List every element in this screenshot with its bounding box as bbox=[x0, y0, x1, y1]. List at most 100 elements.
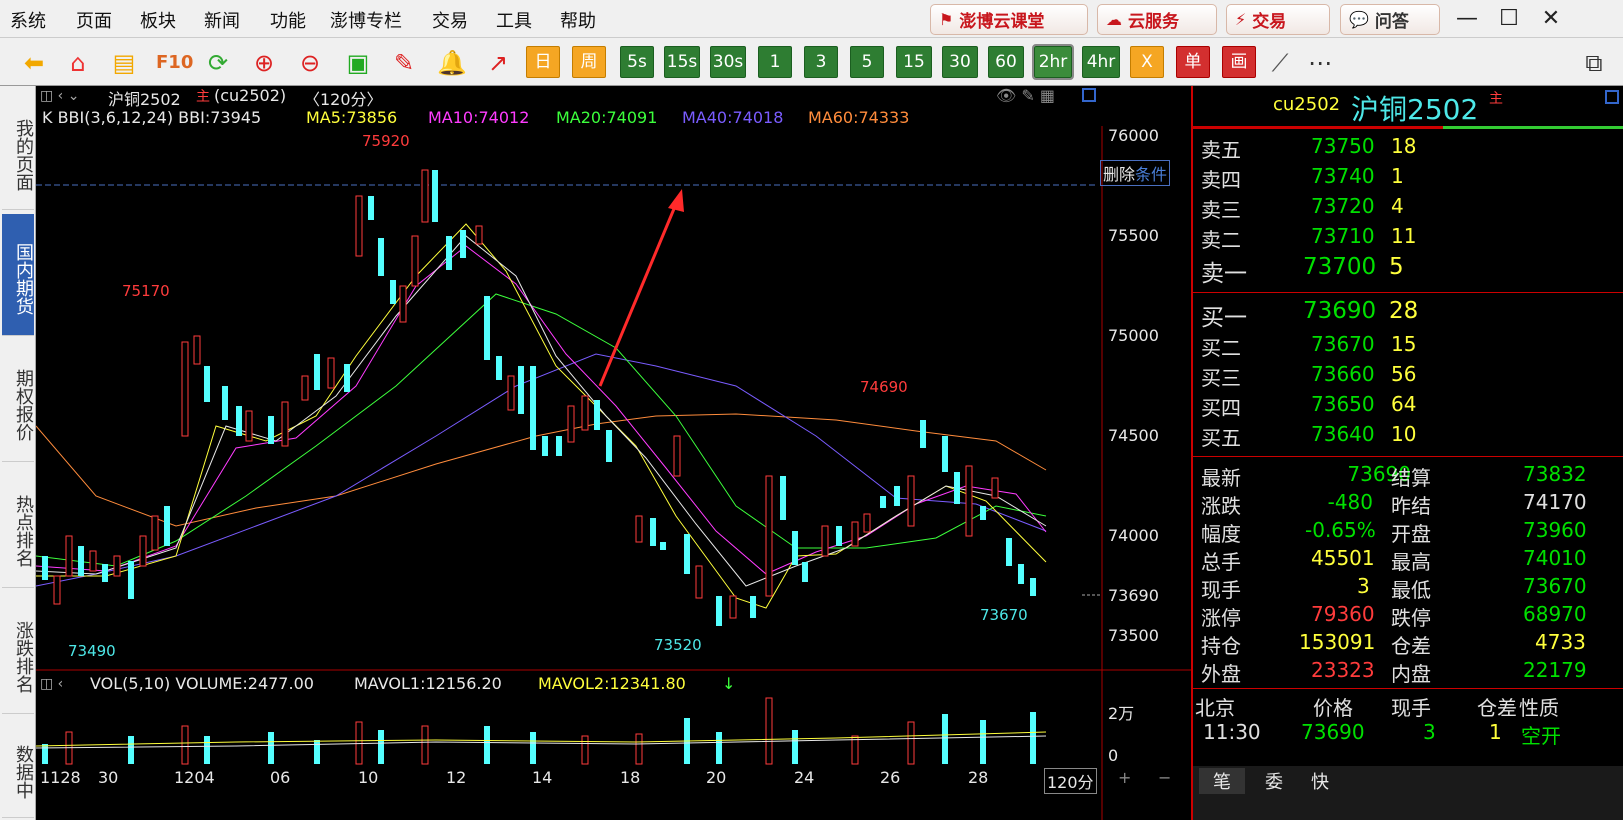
bid-row[interactable]: 买一 73690 28 bbox=[1201, 298, 1419, 331]
period-selector[interactable]: 120分 bbox=[1044, 768, 1097, 794]
bell-icon[interactable]: 🔔 bbox=[437, 49, 467, 77]
ask-row[interactable]: 卖四 73740 1 bbox=[1201, 164, 1404, 192]
period-day-button[interactable]: 日 bbox=[526, 46, 560, 78]
condition-label[interactable]: 删除条件 bbox=[1100, 160, 1171, 186]
condition-text[interactable]: 条件 bbox=[1135, 165, 1168, 184]
cloud-service-button[interactable]: ☁ 云服务 bbox=[1097, 4, 1217, 35]
low-annotation: 73490 bbox=[68, 642, 116, 660]
ask-row[interactable]: 卖三 73720 4 bbox=[1201, 194, 1404, 222]
menu-trade[interactable]: 交易 bbox=[432, 11, 468, 32]
chart-period[interactable]: 〈120分〉 bbox=[304, 90, 383, 109]
close-icon[interactable]: ✕ bbox=[1541, 6, 1561, 31]
back-arrow-icon[interactable]: ⬅ bbox=[23, 49, 45, 77]
candle bbox=[128, 561, 134, 599]
candle bbox=[530, 366, 536, 450]
period-3-button[interactable]: 3 bbox=[804, 46, 838, 78]
bid-row[interactable]: 买二 73670 15 bbox=[1201, 332, 1417, 360]
quote-settings-icon[interactable] bbox=[1605, 90, 1619, 104]
sidebar-item-my-page[interactable]: 我的页面 bbox=[2, 92, 34, 210]
cancel-order-button[interactable]: X bbox=[1130, 46, 1164, 78]
menu-help[interactable]: 帮助 bbox=[560, 11, 596, 32]
price-tick: 74000 bbox=[1108, 526, 1159, 545]
windows-icon[interactable]: ▣ bbox=[346, 49, 370, 77]
sidebar-item-hot-rank[interactable]: 热点排名 bbox=[2, 466, 34, 588]
zoom-in-icon[interactable]: ⊕ bbox=[253, 49, 275, 77]
candle bbox=[780, 476, 786, 520]
zoom-out-icon[interactable]: − bbox=[1158, 768, 1172, 787]
bid-row[interactable]: 买四 73650 64 bbox=[1201, 392, 1417, 420]
maximize-icon[interactable]: ☐ bbox=[1499, 6, 1519, 31]
menu-page[interactable]: 页面 bbox=[76, 11, 112, 32]
quote-main-badge: 主 bbox=[1489, 91, 1503, 107]
cloud-class-button[interactable]: ⚑ 澎博云课堂 bbox=[930, 4, 1088, 35]
stat-row: 涨跌 -480 昨结 74170 bbox=[1201, 490, 1587, 518]
volume-bar bbox=[765, 697, 773, 765]
tab-fast[interactable]: 快 bbox=[1311, 772, 1329, 793]
price-tick: 75000 bbox=[1108, 326, 1159, 345]
quote-name: 沪铜2502 bbox=[1351, 93, 1479, 126]
candle bbox=[204, 366, 210, 402]
refresh-icon[interactable]: ⟳ bbox=[207, 49, 229, 77]
tab-orders[interactable]: 委 bbox=[1265, 772, 1283, 793]
more-icon[interactable]: ⋯ bbox=[1308, 49, 1332, 77]
ask-row[interactable]: 卖五 73750 18 bbox=[1201, 134, 1417, 162]
qa-button[interactable]: 💬 问答 bbox=[1340, 4, 1440, 35]
ma20-indicator: MA20:74091 bbox=[556, 108, 658, 127]
zoom-out-icon[interactable]: ⊖ bbox=[299, 49, 321, 77]
sidebar-item-options[interactable]: 期权报价 bbox=[2, 340, 34, 462]
volume-nav-icons[interactable]: ◫ ‹ bbox=[40, 676, 64, 692]
ask-row[interactable]: 卖二 73710 11 bbox=[1201, 224, 1417, 252]
draw-button[interactable]: 画 bbox=[1222, 46, 1256, 78]
sidebar-item-domestic-futures[interactable]: 国内期货 bbox=[2, 214, 34, 336]
volume-bar bbox=[378, 730, 384, 764]
zoom-in-icon[interactable]: + bbox=[1118, 768, 1132, 787]
menu-system[interactable]: 系统 bbox=[10, 11, 46, 32]
order-button[interactable]: 单 bbox=[1176, 46, 1210, 78]
chart-view-icons[interactable]: 👁 ✎ ▦ bbox=[996, 86, 1056, 105]
pen-icon[interactable]: ✎ bbox=[393, 49, 415, 77]
trend-icon[interactable]: ↗ bbox=[487, 49, 509, 77]
sidebar-item-data[interactable]: 数据中 bbox=[2, 718, 34, 818]
bid-row[interactable]: 买三 73660 56 bbox=[1201, 362, 1417, 390]
menu-news[interactable]: 新闻 bbox=[204, 11, 240, 32]
volume-bar bbox=[635, 733, 643, 765]
tab-ticks[interactable]: 笔 bbox=[1199, 768, 1245, 794]
menu-column[interactable]: 澎博专栏 bbox=[330, 11, 402, 32]
mavol1-line bbox=[36, 731, 1047, 747]
line-tool-icon[interactable]: ⟋ bbox=[1271, 49, 1289, 77]
period-15-button[interactable]: 15 bbox=[896, 46, 932, 78]
period-30s-button[interactable]: 30s bbox=[710, 46, 746, 78]
period-1-button[interactable]: 1 bbox=[758, 46, 792, 78]
home-icon[interactable]: ⌂ bbox=[70, 49, 86, 77]
chart-settings-icon[interactable] bbox=[1082, 88, 1096, 102]
kline-chart[interactable]: ◫ ‹ ⌄ 沪铜2502 主 (cu2502) 〈120分〉 👁 ✎ ▦ K B… bbox=[36, 86, 1191, 820]
chart-nav-icons[interactable]: ◫ ‹ ⌄ bbox=[40, 88, 80, 104]
period-60-button[interactable]: 60 bbox=[988, 46, 1024, 78]
period-5s-button[interactable]: 5s bbox=[620, 46, 654, 78]
bid-row[interactable]: 买五 73640 10 bbox=[1201, 422, 1417, 450]
period-5-button[interactable]: 5 bbox=[850, 46, 884, 78]
ask-row[interactable]: 卖一 73700 5 bbox=[1201, 254, 1404, 287]
period-4hr-button[interactable]: 4hr bbox=[1082, 46, 1120, 78]
candle bbox=[446, 236, 452, 270]
trade-button[interactable]: ⚡ 交易 bbox=[1226, 4, 1330, 35]
notes-icon[interactable]: ▤ bbox=[112, 49, 136, 77]
period-30-button[interactable]: 30 bbox=[942, 46, 978, 78]
candle bbox=[880, 496, 886, 508]
period-week-button[interactable]: 周 bbox=[572, 46, 606, 78]
period-2hr-button[interactable]: 2hr bbox=[1032, 44, 1074, 80]
price-tick: 75500 bbox=[1108, 226, 1159, 245]
delete-condition-button[interactable]: 删除 bbox=[1103, 165, 1136, 184]
menu-sector[interactable]: 板块 bbox=[140, 11, 176, 32]
f10-icon[interactable]: F10 bbox=[156, 52, 194, 73]
sidebar-item-change-rank[interactable]: 涨跌排名 bbox=[2, 592, 34, 714]
candle bbox=[222, 386, 228, 420]
volume-tick: 2万 bbox=[1108, 704, 1135, 723]
menu-function[interactable]: 功能 bbox=[270, 11, 306, 32]
minimize-icon[interactable]: — bbox=[1456, 6, 1478, 31]
menu-tools[interactable]: 工具 bbox=[496, 11, 532, 32]
date-tick: 14 bbox=[532, 768, 553, 787]
expand-icon[interactable]: ⧉ bbox=[1585, 49, 1603, 77]
stat-row: 现手 3 最低 73670 bbox=[1201, 574, 1587, 602]
period-15s-button[interactable]: 15s bbox=[664, 46, 700, 78]
